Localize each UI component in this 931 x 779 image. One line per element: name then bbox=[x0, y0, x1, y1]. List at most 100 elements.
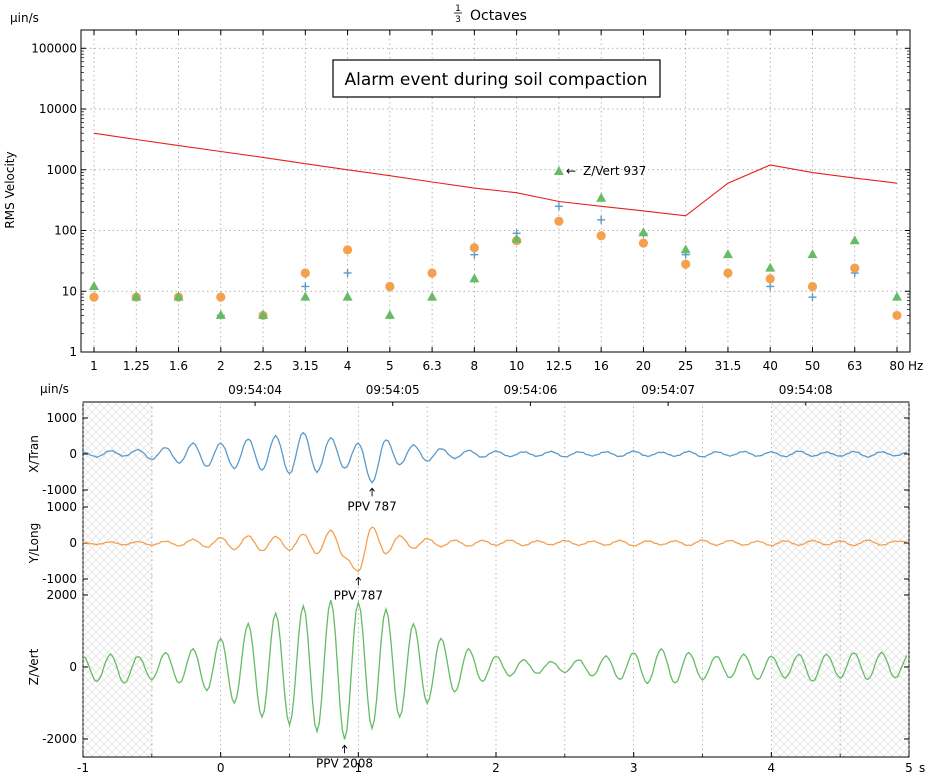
peak-label-text: Z/Vert 937 bbox=[583, 164, 646, 178]
waveform-time-tick-label: 09:54:07 bbox=[641, 383, 695, 397]
waveform-unit-label: μin/s bbox=[40, 382, 69, 396]
spectrum-x-tick-label: 1 bbox=[90, 359, 98, 373]
annotation-text: Alarm event during soil compaction bbox=[344, 70, 647, 90]
spectrum-x-tick-label: 1.6 bbox=[169, 359, 188, 373]
waveform-time-tick-label: 09:54:08 bbox=[779, 383, 833, 397]
long-point bbox=[596, 231, 606, 241]
waveform-x-axis: -1 0 1 2 3 4 5 bbox=[77, 752, 913, 775]
spectrum-title-text: Octaves bbox=[470, 8, 527, 24]
spectrum-title-fraction-den: 3 bbox=[455, 15, 461, 25]
spectrum-unit-label: μin/s bbox=[10, 11, 39, 25]
spectrum-x-tick-label: 1.25 bbox=[123, 359, 150, 373]
vert-point bbox=[849, 235, 860, 245]
long-point bbox=[469, 243, 479, 253]
long-point bbox=[638, 238, 649, 248]
annotation-box: Alarm event during soil compaction bbox=[332, 59, 661, 98]
long-point bbox=[342, 245, 353, 255]
spectrum-x-tick-label: 16 bbox=[594, 359, 609, 373]
peak-label-arrow: ← bbox=[566, 164, 576, 178]
waveform-grid bbox=[82, 402, 910, 757]
vert-point bbox=[384, 309, 395, 319]
vert-point bbox=[258, 309, 269, 319]
channel-label: Y/Long bbox=[27, 523, 41, 564]
waveform-x-tick-label: 3 bbox=[630, 761, 638, 775]
spectrum-x-unit: Hz bbox=[908, 359, 923, 373]
spectrum-y-tick-label: 1 bbox=[69, 345, 77, 359]
channel-z-vert: Z/Vert 2000 0 -2000 PPV 2008 bbox=[27, 588, 909, 770]
long-point bbox=[723, 268, 733, 278]
ppv-label: PPV 2008 bbox=[316, 756, 373, 770]
tran-point bbox=[301, 282, 310, 291]
ppv-label: PPV 787 bbox=[347, 499, 396, 513]
spectrum-x-tick-label: 50 bbox=[805, 359, 820, 373]
spectrum-x-tick-label: 2.5 bbox=[254, 359, 273, 373]
spectrum-panel: μin/s 1 3 Octaves RMS Velocity 1 10 100 100… bbox=[3, 4, 923, 373]
channel-tick-label: 0 bbox=[69, 447, 77, 461]
spectrum-x-tick-label: 5 bbox=[386, 359, 394, 373]
spectrum-x-tick-label: 8 bbox=[471, 359, 479, 373]
vert-point bbox=[89, 280, 99, 290]
spectrum-grid bbox=[81, 30, 910, 352]
waveform-panel: μin/s 09:54:04 09:54:05 09:54:06 09:54:07 09… bbox=[27, 382, 925, 775]
peak-label: ← Z/Vert 937 bbox=[566, 164, 646, 178]
waveform-x-tick-label: 0 bbox=[217, 761, 225, 775]
ppv-arrow bbox=[369, 487, 375, 492]
vert-point bbox=[553, 165, 564, 175]
spectrum-points bbox=[89, 165, 902, 321]
channel-tick-label: -2000 bbox=[42, 732, 77, 746]
long-point bbox=[427, 268, 437, 278]
vert-point bbox=[427, 291, 438, 301]
hatch-left bbox=[83, 402, 153, 757]
spectrum-title: 1 3 Octaves bbox=[454, 4, 527, 25]
waveform-time-tick-label: 09:54:06 bbox=[503, 383, 557, 397]
long-point bbox=[385, 281, 395, 292]
waveform-trace bbox=[82, 599, 908, 740]
vert-point bbox=[680, 244, 691, 254]
waveform-time-tick-label: 09:54:04 bbox=[228, 383, 282, 397]
spectrum-title-fraction-num: 1 bbox=[455, 4, 461, 14]
spectrum-x-tick-label: 2 bbox=[217, 359, 225, 373]
spectrum-x-tick-label: 25 bbox=[678, 359, 693, 373]
vert-point bbox=[596, 192, 607, 202]
long-point bbox=[554, 216, 564, 226]
tran-point bbox=[766, 282, 775, 291]
vert-point bbox=[807, 249, 818, 259]
vert-point bbox=[892, 291, 902, 301]
limit-curve bbox=[93, 132, 898, 217]
spectrum-x-tick-label: 3.15 bbox=[292, 359, 319, 373]
tran-point bbox=[554, 202, 563, 211]
vert-point bbox=[511, 233, 522, 243]
spectrum-y-tick-label: 1000 bbox=[46, 163, 77, 177]
spectrum-x-tick-label: 40 bbox=[763, 359, 778, 373]
waveform-x-tick-label: 4 bbox=[768, 761, 776, 775]
waveform-trace bbox=[82, 431, 907, 484]
spectrum-x-tick-label: 80 bbox=[889, 359, 904, 373]
long-point bbox=[216, 292, 226, 302]
vert-point bbox=[173, 291, 184, 301]
waveform-time-axis: 09:54:04 09:54:05 09:54:06 09:54:07 09:54:08 bbox=[228, 383, 833, 406]
ppv-arrow bbox=[341, 744, 348, 749]
spectrum-x-tick-label: 31.5 bbox=[715, 359, 742, 373]
long-point bbox=[765, 274, 775, 284]
channel-tick-label: 1000 bbox=[46, 411, 77, 425]
spectrum-y-axis: 1 10 100 1000 10000 100000 bbox=[31, 41, 910, 359]
spectrum-y-tick-label: 10000 bbox=[39, 102, 77, 116]
spectrum-y-tick-label: 10 bbox=[62, 284, 77, 298]
tran-point bbox=[808, 293, 817, 302]
spectrum-x-tick-label: 6.3 bbox=[423, 359, 442, 373]
channel-tick-label: 0 bbox=[69, 536, 77, 550]
long-point bbox=[807, 281, 818, 292]
tran-point bbox=[343, 268, 352, 277]
channel-y-long: Y/Long 1000 0 -1000 PPV 787 bbox=[27, 500, 909, 602]
ppv-label: PPV 787 bbox=[334, 588, 383, 602]
spectrum-x-tick-label: 20 bbox=[636, 359, 651, 373]
vert-point bbox=[469, 273, 480, 283]
waveform-x-tick-label: 1 bbox=[355, 761, 363, 775]
vert-point bbox=[722, 249, 733, 259]
spectrum-ylabel: RMS Velocity bbox=[3, 151, 17, 228]
channel-label: X/Tran bbox=[27, 435, 41, 473]
channel-tick-label: 2000 bbox=[46, 588, 77, 602]
vert-point bbox=[765, 262, 776, 272]
waveform-x-tick-label: 5 bbox=[905, 761, 913, 775]
